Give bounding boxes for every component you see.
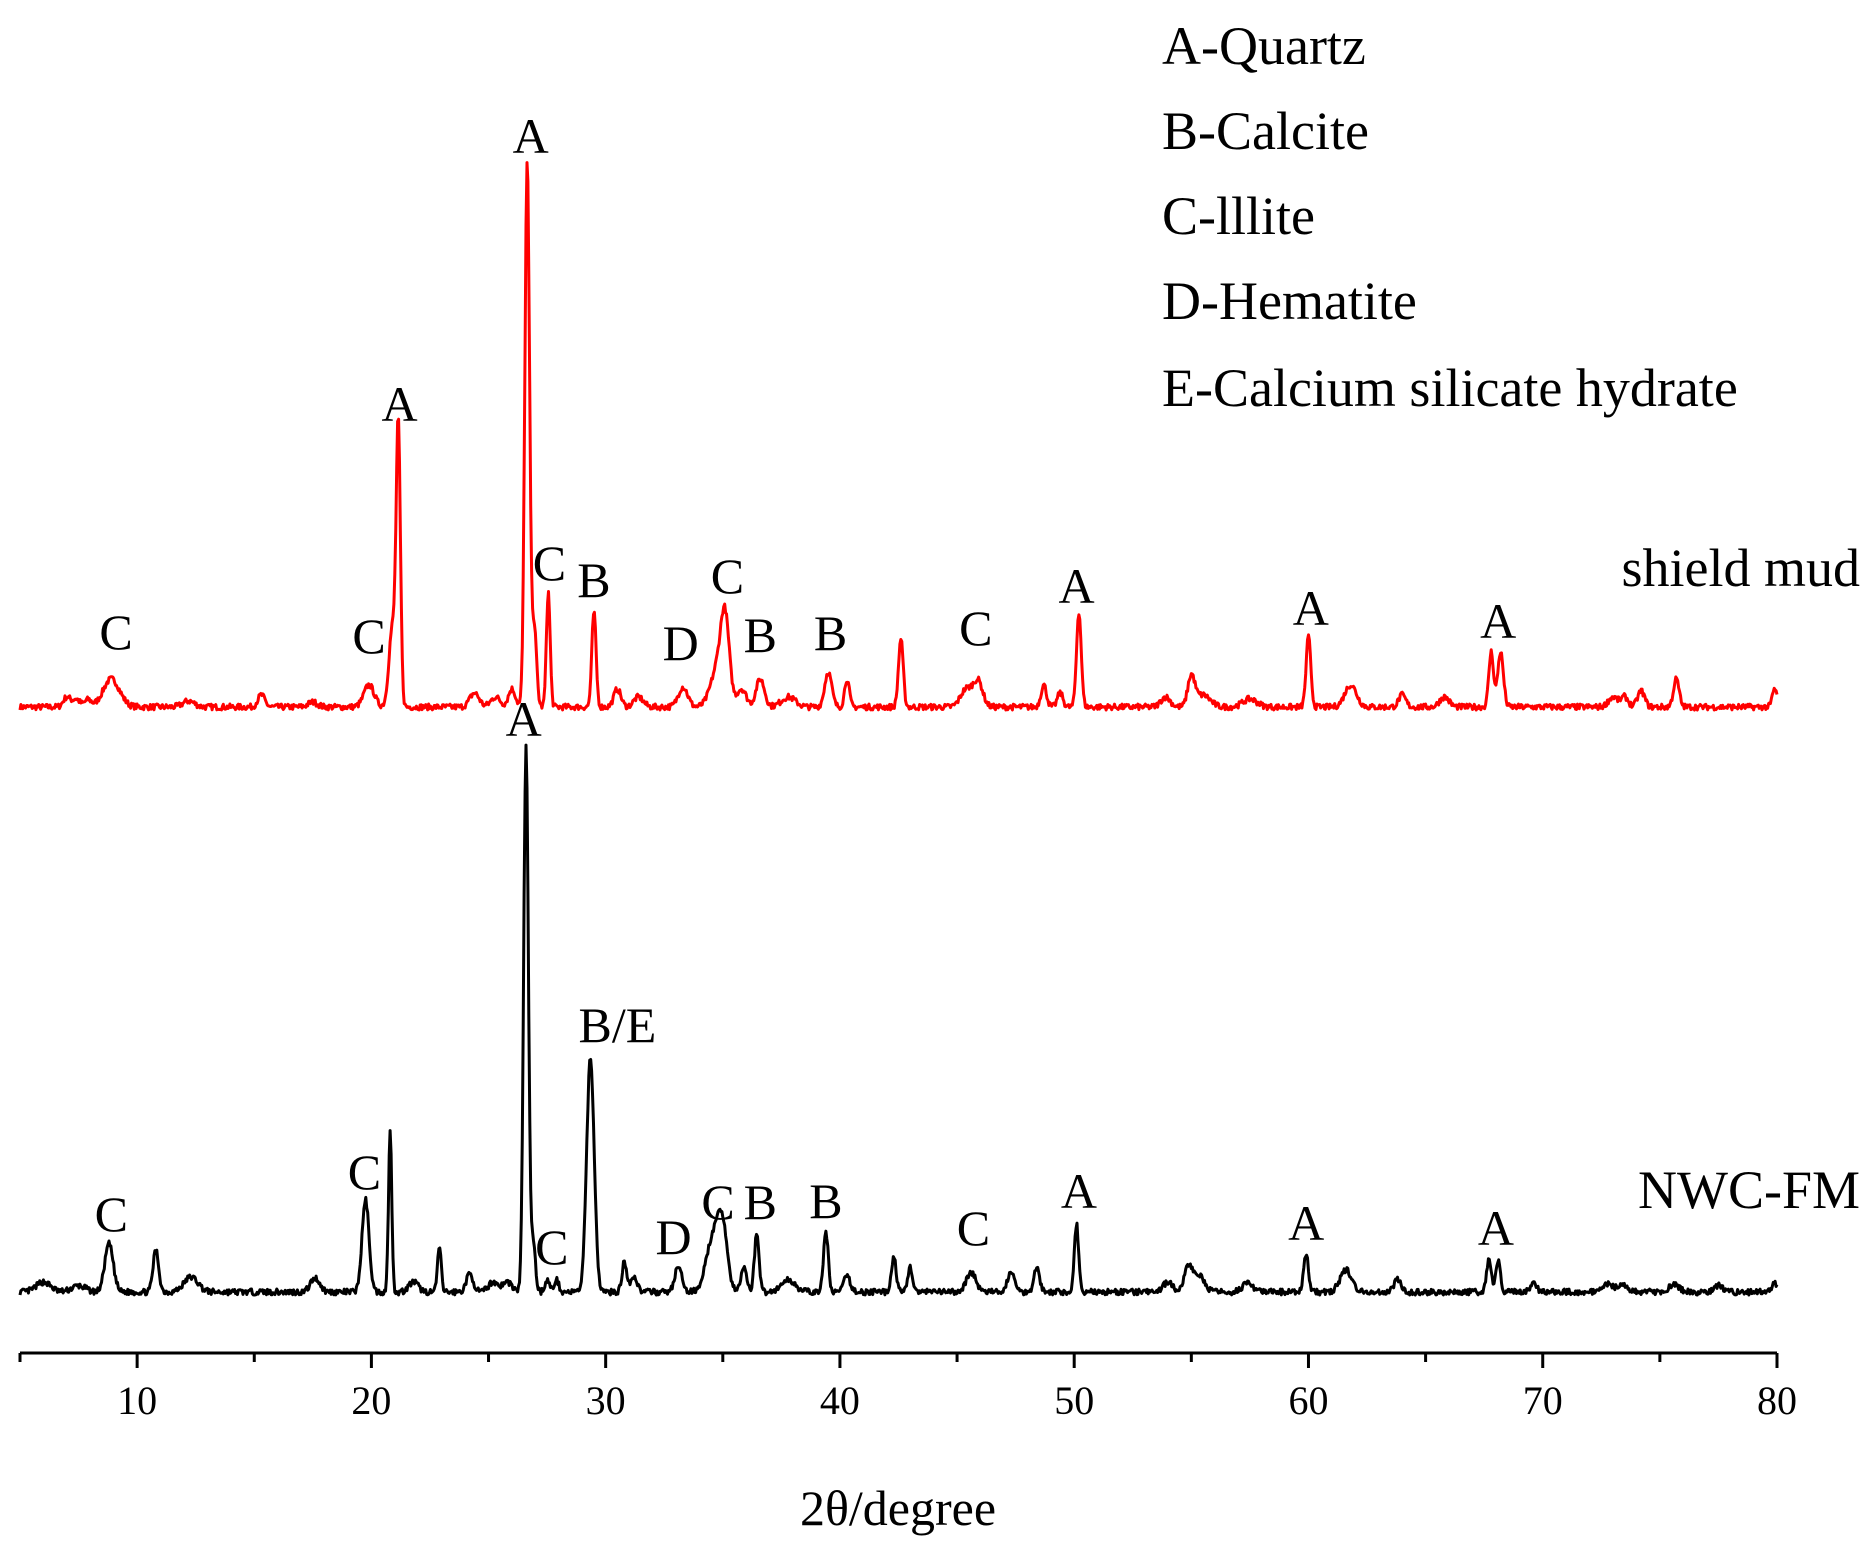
peak-label: C xyxy=(352,608,385,664)
peak-label: B xyxy=(809,1173,842,1229)
x-tick-label: 40 xyxy=(820,1378,860,1423)
peak-label: B/E xyxy=(578,997,656,1053)
peak-label: C xyxy=(959,600,992,656)
peak-label: A xyxy=(506,691,542,747)
legend-item-csh: E-Calcium silicate hydrate xyxy=(1162,358,1738,418)
x-tick-label: 20 xyxy=(351,1378,391,1423)
peak-label: C xyxy=(711,548,744,604)
peak-label: A xyxy=(513,108,549,164)
peak-label: C xyxy=(533,535,566,591)
peak-label: C xyxy=(957,1200,990,1256)
legend-item-hematite: D-Hematite xyxy=(1162,271,1417,331)
x-tick-label: 70 xyxy=(1523,1378,1563,1423)
peak-label: A xyxy=(1288,1195,1324,1251)
x-tick-label: 10 xyxy=(117,1378,157,1423)
x-tick-label: 30 xyxy=(586,1378,626,1423)
x-tick-label: 50 xyxy=(1054,1378,1094,1423)
peak-label: C xyxy=(701,1174,734,1230)
peak-label: B xyxy=(744,1174,777,1230)
series-label-nwc-fm: NWC-FM xyxy=(1638,1160,1860,1220)
peak-label: B xyxy=(814,605,847,661)
peak-label: C xyxy=(99,604,132,660)
x-tick-label: 60 xyxy=(1288,1378,1328,1423)
series-line-shield-mud xyxy=(18,161,1779,712)
x-tick-label: 80 xyxy=(1757,1378,1797,1423)
peak-label: B xyxy=(577,552,610,608)
series-line-nwc-fm xyxy=(18,743,1779,1297)
peak-label: A xyxy=(1480,593,1516,649)
legend: A-Quartz B-Calcite C-lllite D-Hematite E… xyxy=(1162,16,1738,418)
peak-label: C xyxy=(95,1186,128,1242)
peak-label: A xyxy=(1478,1200,1514,1256)
legend-item-quartz: A-Quartz xyxy=(1162,16,1366,76)
peak-label: B xyxy=(744,607,777,663)
x-axis-title: 2θ/degree xyxy=(800,1480,996,1536)
peak-label: C xyxy=(348,1144,381,1200)
peak-label: A xyxy=(1058,558,1094,614)
peak-label: C xyxy=(535,1219,568,1275)
x-axis-ticks: 10 20 30 40 50 60 70 80 xyxy=(18,1353,1797,1423)
peak-label: A xyxy=(1293,580,1329,636)
peak-label: D xyxy=(656,1209,692,1265)
peak-label: A xyxy=(381,376,417,432)
peak-label: D xyxy=(663,615,699,671)
legend-item-illite: C-lllite xyxy=(1162,186,1315,246)
series-label-shield-mud: shield mud xyxy=(1622,538,1861,598)
legend-item-calcite: B-Calcite xyxy=(1162,101,1369,161)
peak-label: A xyxy=(1061,1163,1097,1219)
